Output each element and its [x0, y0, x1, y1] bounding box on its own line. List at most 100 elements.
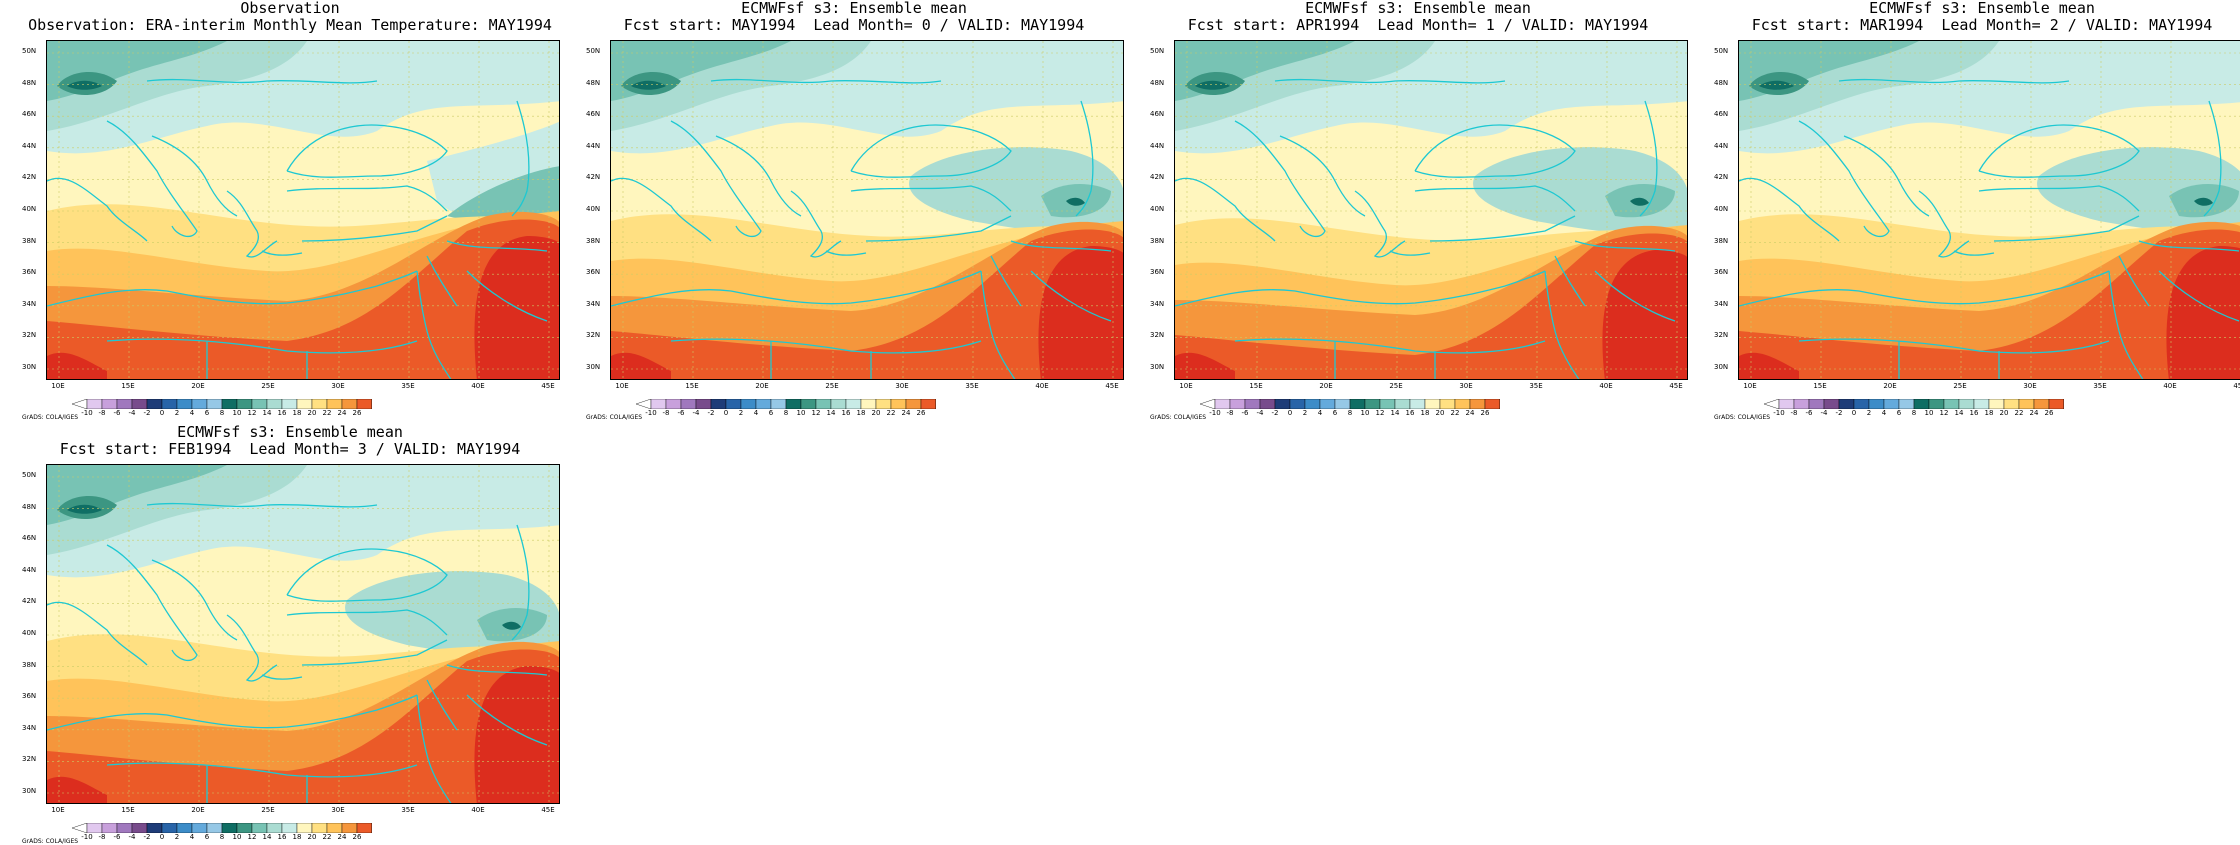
colorbar-tick-label: 4: [1317, 409, 1323, 417]
coast-line: [47, 270, 418, 307]
colorbar-swatch: [740, 399, 757, 409]
lat-tick-label: 46N: [586, 110, 601, 119]
coast-line: [301, 215, 448, 242]
colorbar-tick-label: 18: [1984, 409, 1994, 417]
colorbar-swatch: [236, 823, 253, 833]
lon-tick-label: 30E: [331, 382, 345, 390]
cool-core-east-inner: [1630, 197, 1649, 206]
cold-core-west-inner: [1759, 80, 1794, 90]
coast-line: [825, 250, 867, 256]
colorbar-swatch: [1244, 399, 1261, 409]
colorbar-swatch: [341, 399, 358, 409]
colorbar-tick-label: 6: [204, 833, 210, 841]
colorbar-swatch: [1274, 399, 1291, 409]
colorbar-swatch: [860, 399, 877, 409]
colorbar-tick-label: 14: [262, 833, 272, 841]
colorbar-tick-label: 12: [811, 409, 821, 417]
colorbar-swatch: [920, 399, 936, 409]
lon-tick-label: 30E: [2023, 382, 2037, 390]
colorbar-tick-label: 2: [174, 833, 180, 841]
colorbar-tick-label: -6: [113, 409, 121, 417]
temp-band-sw-hot: [47, 776, 107, 803]
colorbar-tick-label: 26: [1480, 409, 1490, 417]
coast-line: [466, 270, 548, 322]
colorbar-tick-label: -8: [662, 409, 670, 417]
coast-line: [1414, 124, 1576, 178]
colorbar-tick-label: -4: [692, 409, 700, 417]
panel-title-line1: ECMWFsf s3: Ensemble mean: [741, 0, 967, 17]
lon-tick-label: 15E: [1249, 382, 1263, 390]
coast-line: [261, 674, 303, 680]
colorbar-tick-label: 16: [1969, 409, 1979, 417]
colorbar-tick-label: 10: [232, 409, 242, 417]
lon-tick-label: 15E: [685, 382, 699, 390]
colorbar-swatch: [2048, 399, 2064, 409]
colorbar-swatch: [326, 823, 343, 833]
coast-line: [47, 694, 418, 731]
lon-tick-label: 20E: [191, 806, 205, 814]
colorbar-swatch: [296, 823, 313, 833]
lat-tick-label: 50N: [22, 471, 37, 479]
temp-band-26-28: [1739, 229, 2240, 379]
colorbar-tick-label: 16: [1405, 409, 1415, 417]
coast-line: [980, 270, 1016, 379]
colorbar-tick-label: 26: [2044, 409, 2054, 417]
coast-line: [1010, 240, 1112, 252]
grads-credit: GrADS: COLA/IGES: [1150, 414, 1207, 421]
coast-line: [1544, 270, 1580, 379]
colorbar-swatch: [251, 399, 268, 409]
coast-line: [670, 120, 762, 238]
colorbar-swatch: [1808, 399, 1825, 409]
lat-tick-label: 44N: [1714, 141, 1729, 150]
colorbar-swatch: [710, 399, 727, 409]
colorbar-tick-label: 24: [337, 833, 347, 841]
colorbar-swatch: [1838, 399, 1855, 409]
colorbar-tick-label: 2: [1302, 409, 1308, 417]
coast-line: [286, 548, 448, 602]
lat-tick-label: 48N: [1150, 78, 1165, 87]
colorbar-tick-label: 8: [1911, 409, 1917, 417]
colorbar-graphic: [1764, 399, 2064, 409]
colorbar-swatch: [131, 399, 148, 409]
panel-title: ECMWFsf s3: Ensemble mean Fcst start: MAR…: [1712, 0, 2240, 34]
lat-tick-label: 36N: [22, 268, 37, 277]
colorbar-graphic: [1200, 399, 1500, 409]
temperature-map: [1175, 41, 1687, 379]
colorbar-tick-label: 20: [1435, 409, 1445, 417]
panel-title-line2: Fcst start: MAR1994 Lead Month= 2 / VALI…: [1751, 16, 2213, 34]
colorbar: -10 -8 -6 -4 -2 0 2 4 6 8 10 12 14 16 18 20 22 24 26: [584, 399, 1124, 417]
colorbar-swatch: [161, 399, 178, 409]
coast-line: [151, 135, 238, 217]
lon-tick-label: 35E: [965, 382, 979, 390]
lon-tick-label: 25E: [261, 806, 275, 814]
colorbar-swatch: [1928, 399, 1945, 409]
coast-line: [106, 544, 198, 662]
colorbar-tick-label: 14: [826, 409, 836, 417]
lat-tick-label: 42N: [22, 173, 37, 182]
colorbar-swatch: [311, 823, 328, 833]
temperature-map: [611, 41, 1123, 379]
lat-tick-label: 34N: [1714, 299, 1729, 308]
temp-band-sw-hot: [611, 352, 671, 379]
colorbar-tick-label: 0: [1287, 409, 1293, 417]
graticule: [47, 41, 559, 379]
coast-line: [1274, 78, 1506, 84]
lon-tick-label: 20E: [1319, 382, 1333, 390]
grads-credit: GrADS: COLA/IGES: [22, 414, 79, 421]
map-frame: [610, 40, 1124, 380]
lon-tick-label: 25E: [825, 382, 839, 390]
colorbar-swatch: [1778, 399, 1795, 409]
temperature-map: [47, 41, 559, 379]
colorbar-tick-label: 8: [219, 833, 225, 841]
lon-tick-label: 20E: [191, 382, 205, 390]
coastlines: [1175, 78, 1676, 379]
colorbar-swatch: [770, 399, 787, 409]
colorbar-swatch: [1853, 399, 1870, 409]
panel-title: Observation Observation: ERA-interim Mont…: [20, 0, 560, 34]
colorbar-tick-label: -2: [143, 833, 151, 841]
lat-tick-label: 32N: [1150, 331, 1165, 340]
coast-line: [426, 679, 458, 731]
colorbar-tick-label: 16: [841, 409, 851, 417]
lat-tick-label: 50N: [1714, 47, 1729, 55]
colorbar-lower-arrow: [72, 399, 88, 409]
